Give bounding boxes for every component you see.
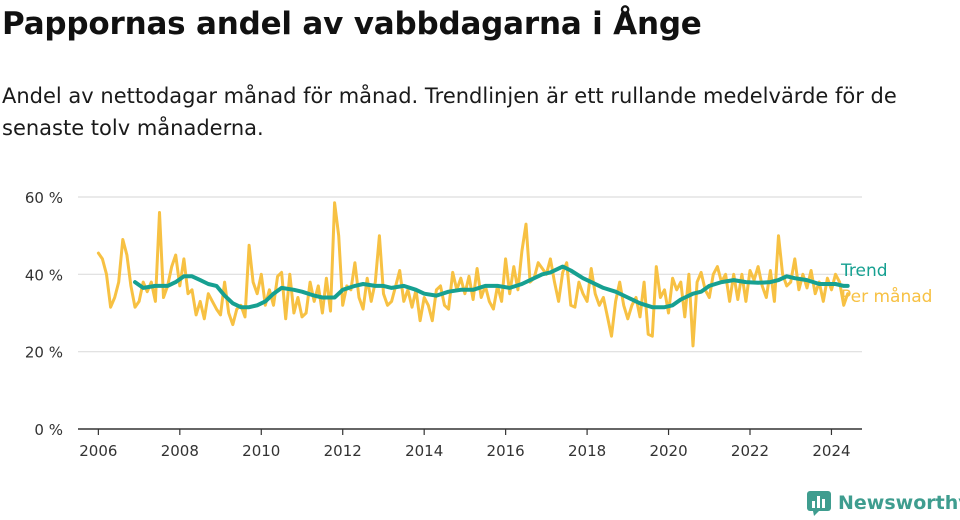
x-tick-label: 2012 (324, 442, 362, 460)
legend-label: Trend (840, 261, 888, 281)
x-tick-label: 2018 (568, 442, 606, 460)
legend-label: Per månad (841, 286, 932, 307)
x-axis: 2006 2008 2010 2012 2014 2016 2018 2020 2022 2024 (78, 428, 862, 460)
y-tick-label: 40 % (25, 266, 63, 284)
x-tick-label: 2010 (242, 442, 280, 460)
series-lines (96, 201, 850, 348)
y-tick-label: 20 % (25, 344, 63, 362)
grid-lines (78, 196, 862, 353)
chart-subtitle: Andel av nettodagar månad för månad. Tre… (2, 84, 897, 140)
y-tick-label: 60 % (25, 189, 63, 207)
x-tick-label: 2014 (405, 442, 443, 460)
y-axis: 0 % 20 % 40 % 60 % (25, 189, 63, 439)
x-tick-label: 2016 (487, 442, 525, 460)
x-tick-label: 2006 (79, 442, 117, 460)
x-tick-label: 2024 (812, 442, 850, 460)
chart-title: Pappornas andel av vabbdagarna i Ånge (2, 6, 702, 42)
x-tick-label: 2020 (649, 442, 687, 460)
brand-name: Newsworthy (838, 492, 960, 514)
legend: Trend Per månad (840, 261, 932, 307)
bar-chart-logo-icon (807, 491, 831, 516)
x-tick-label: 2008 (161, 442, 199, 460)
series-line-trend (133, 264, 850, 310)
y-tick-label: 0 % (34, 421, 63, 439)
brand[interactable]: Newsworthy (806, 490, 960, 516)
x-tick-label: 2022 (731, 442, 769, 460)
